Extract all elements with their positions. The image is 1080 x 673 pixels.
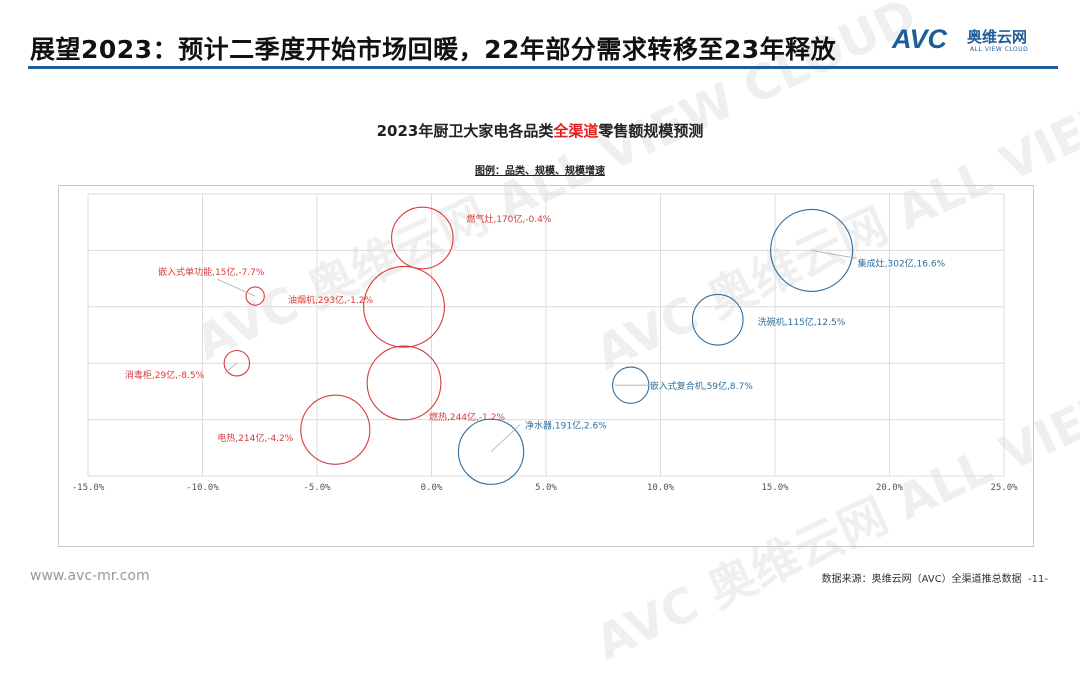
bubble-电热 (300, 394, 371, 465)
bubble-消毒柜 (223, 349, 251, 377)
x-tick-label: 15.0% (761, 483, 789, 493)
data-label: 集成灶,302亿,16.6% (858, 257, 946, 269)
bubble-集成灶 (770, 208, 854, 292)
bubble-嵌入式单功能 (245, 286, 265, 306)
source-text: 数据来源：奥维云网（AVC）全渠道推总数据 (821, 574, 1022, 585)
logo-mark: AVC (892, 24, 948, 54)
leader-line (811, 250, 857, 259)
data-label: 净水器,191亿,2.6% (525, 420, 607, 432)
bubble-净水器 (457, 418, 525, 485)
x-tick-label: 10.0% (647, 483, 675, 493)
x-tick-label: -10.0% (186, 483, 219, 493)
chart-title: 2023年厨卫大家电各品类全渠道零售额规模预测 (0, 120, 1080, 141)
x-tick-label: 25.0% (990, 483, 1018, 493)
footer-source: 数据来源：奥维云网（AVC）全渠道推总数据 -11- (822, 570, 1048, 585)
data-label: 油烟机,293亿,-1.2% (288, 294, 373, 306)
chart-frame (58, 185, 1034, 547)
legend-note: 图例：品类、规模、规模增速 (475, 166, 605, 177)
bubble-洗碗机 (691, 293, 744, 346)
bubble-燃热 (366, 345, 442, 421)
chart-title-part: 零售额规模预测 (598, 122, 704, 140)
data-label: 电热,214亿,-4.2% (217, 432, 293, 444)
bubble-油烟机 (363, 265, 445, 348)
x-tick-label: -5.0% (303, 483, 331, 493)
avc-logo: AVC 奥维云网 ALL VIEW CLOUD (892, 24, 1062, 60)
data-label: 嵌入式单功能,15亿,-7.7% (158, 266, 265, 278)
leader-line (490, 424, 521, 453)
data-label: 嵌入式复合机,59亿,8.7% (650, 380, 753, 392)
page-title: 展望2023：预计二季度开始市场回暖，22年部分需求转移至23年释放 (30, 35, 837, 64)
logo-name-cn: 奥维云网 (967, 28, 1028, 46)
leader-line (224, 362, 238, 374)
chart-title-highlight: 全渠道 (553, 122, 599, 140)
x-tick-label: 5.0% (535, 483, 557, 493)
bubble-chart: -15.0% -10.0% -5.0% 0.0% 5.0% 10.0% 15.0% 20.0%… (72, 193, 1018, 493)
chart-title-part: 2023年厨卫大家电各品类 (376, 122, 554, 140)
data-label: 燃气灶,170亿,-0.4% (466, 213, 551, 225)
x-tick-label: -15.0% (72, 483, 105, 493)
header-divider (28, 66, 1058, 69)
leader-line (217, 278, 256, 297)
bubble-燃气灶 (391, 206, 454, 270)
x-tick-label: 20.0% (876, 483, 904, 493)
data-label: 洗碗机,115亿,12.5% (758, 316, 846, 328)
footer-url[interactable]: www.avc-mr.com (30, 568, 150, 584)
data-label: 消毒柜,29亿,-8.5% (125, 369, 205, 381)
data-label: 燃热,244亿,-1.2% (429, 411, 505, 423)
logo-name-en: ALL VIEW CLOUD (970, 46, 1029, 53)
page-number: -11- (1028, 574, 1048, 585)
x-tick-label: 0.0% (421, 483, 443, 493)
